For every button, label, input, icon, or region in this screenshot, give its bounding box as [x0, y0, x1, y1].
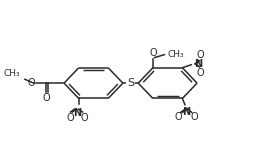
Text: N: N [194, 59, 202, 69]
Text: S: S [127, 78, 134, 88]
Text: CH₃: CH₃ [167, 50, 184, 59]
Text: N: N [73, 108, 82, 118]
Text: O: O [28, 78, 35, 88]
Text: O: O [174, 112, 182, 122]
Text: N: N [182, 107, 190, 117]
Text: O: O [149, 48, 157, 58]
Text: O: O [42, 93, 50, 103]
Text: O: O [191, 112, 198, 122]
Text: O: O [196, 68, 204, 78]
Text: O: O [81, 113, 89, 123]
Text: CH₃: CH₃ [4, 70, 21, 78]
Text: O: O [67, 113, 74, 123]
Text: O: O [196, 50, 204, 60]
